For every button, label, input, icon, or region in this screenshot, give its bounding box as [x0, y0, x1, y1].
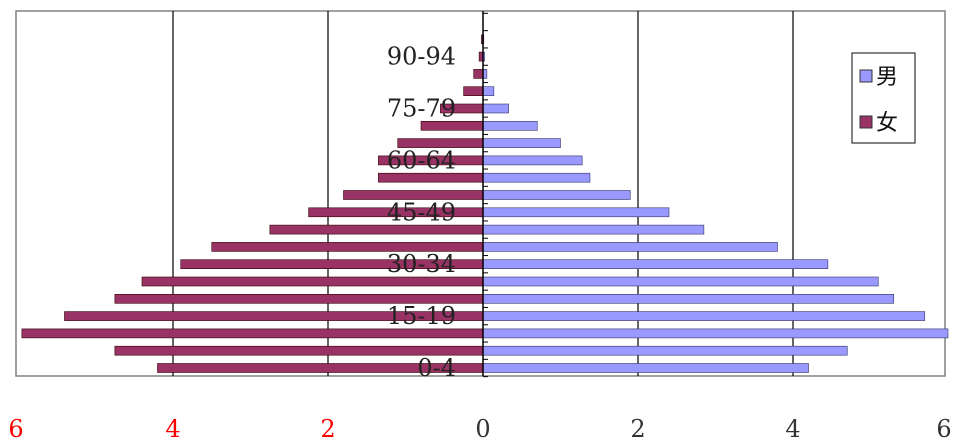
category-label-30-34: 30-34 [387, 250, 456, 278]
category-labels: 0-4 15-19 30-34 45-49 60-64 75-79 90-94 [387, 43, 456, 382]
category-label-75-79: 75-79 [387, 95, 456, 123]
bar-male-0-4 [482, 363, 809, 373]
bar-female-70-74 [420, 121, 484, 131]
bar-male-25-29 [482, 276, 879, 287]
x-tick-label-4: 2 [630, 415, 645, 441]
x-tick-label-0: 6 [8, 415, 23, 441]
category-label-15-19: 15-19 [387, 302, 456, 330]
bar-female-25-29 [141, 276, 484, 287]
legend: 男 女 [851, 52, 916, 144]
bar-male-50-54 [482, 190, 631, 200]
bar-male-20-24 [482, 293, 895, 304]
category-label-0-4: 0-4 [417, 354, 456, 382]
category-label-45-49: 45-49 [387, 198, 456, 226]
bar-male-5-9 [482, 345, 848, 356]
x-tick-labels: 6 4 2 0 2 4 6 [8, 415, 951, 441]
male-bars [482, 34, 949, 373]
bar-male-45-49 [482, 207, 670, 218]
x-tick-label-2: 2 [320, 415, 335, 441]
bar-male-55-59 [482, 172, 591, 183]
bar-male-10-14 [482, 328, 949, 339]
x-tick-label-1: 4 [165, 415, 180, 441]
category-label-60-64: 60-64 [387, 146, 456, 174]
bar-male-35-39 [482, 242, 778, 252]
legend-label-female: 女 [876, 111, 898, 136]
bar-male-65-69 [482, 138, 561, 148]
x-tick-label-3: 0 [475, 415, 490, 441]
bar-male-70-74 [482, 121, 538, 131]
category-label-90-94: 90-94 [387, 43, 456, 71]
bar-female-40-44 [269, 224, 484, 235]
x-tick-label-5: 4 [785, 415, 800, 441]
bar-male-60-64 [482, 155, 583, 166]
legend-swatch-male [859, 69, 873, 83]
bar-male-40-44 [482, 224, 705, 235]
bar-male-80-84 [482, 86, 495, 96]
x-tick-label-6: 6 [936, 415, 951, 441]
bar-male-30-34 [482, 259, 829, 270]
bar-female-80-84 [463, 86, 484, 96]
legend-label-male: 男 [876, 65, 898, 90]
bar-male-15-19 [482, 311, 926, 321]
bar-male-75-79 [482, 103, 509, 114]
legend-swatch-female [859, 115, 873, 129]
center-axis [482, 11, 488, 378]
bar-female-10-14 [21, 328, 484, 339]
bar-female-55-59 [378, 172, 484, 183]
bar-female-85-89 [473, 69, 484, 79]
